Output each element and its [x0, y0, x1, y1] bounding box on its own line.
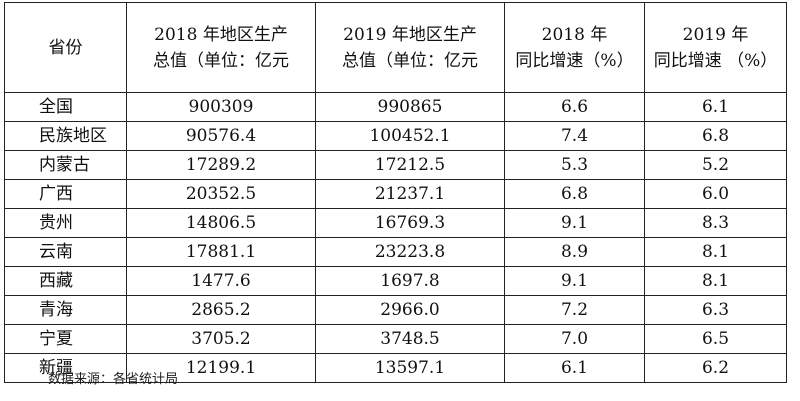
table-body: 全国 900309 990865 6.6 6.1 民族地区 90576.4 10…	[4, 92, 787, 383]
header-gdp-2018-line1: 2018 年地区生产	[154, 24, 288, 45]
cell-growth-2018: 9.1	[504, 266, 645, 296]
table-row: 广西 20352.5 21237.1 6.8 6.0	[4, 179, 787, 209]
cell-gdp-2018: 900309	[126, 92, 316, 122]
cell-growth-2019: 8.3	[644, 208, 787, 238]
cell-growth-2018: 8.9	[504, 237, 645, 267]
cell-growth-2018: 6.1	[504, 353, 645, 383]
cell-growth-2018: 5.3	[504, 150, 645, 180]
cell-province: 民族地区	[4, 121, 127, 151]
table-row: 宁夏 3705.2 3748.5 7.0 6.5	[4, 324, 787, 354]
header-gdp-2018: 2018 年地区生产 总值（单位：亿元	[126, 2, 316, 93]
cell-province: 西藏	[4, 266, 127, 296]
table-row: 新疆 12199.1 13597.1 6.1 6.2	[4, 353, 787, 383]
table-row: 贵州 14806.5 16769.3 9.1 8.3	[4, 208, 787, 238]
cell-growth-2019: 6.0	[644, 179, 787, 209]
cell-gdp-2019: 2966.0	[315, 295, 505, 325]
table-row: 云南 17881.1 23223.8 8.9 8.1	[4, 237, 787, 267]
cell-gdp-2019: 13597.1	[315, 353, 505, 383]
cell-growth-2019: 6.1	[644, 92, 787, 122]
header-gdp-2019-line1: 2019 年地区生产	[343, 24, 477, 45]
cell-gdp-2018: 3705.2	[126, 324, 316, 354]
gdp-table: 省份 2018 年地区生产 总值（单位：亿元 2019 年地区生产 总值（单位：…	[4, 2, 787, 383]
cell-gdp-2019: 21237.1	[315, 179, 505, 209]
cell-growth-2019: 6.2	[644, 353, 787, 383]
source-note: 数据来源：各省统计局	[48, 372, 179, 387]
header-gdp-2019-line2: 总值（单位：亿元	[342, 50, 478, 71]
cell-growth-2018: 7.2	[504, 295, 645, 325]
header-growth-2019: 2019 年 同比增速 （%）	[644, 2, 787, 93]
cell-province: 广西	[4, 179, 127, 209]
table-row: 青海 2865.2 2966.0 7.2 6.3	[4, 295, 787, 325]
cell-gdp-2018: 17289.2	[126, 150, 316, 180]
cell-growth-2018: 6.8	[504, 179, 645, 209]
header-province-label: 省份	[48, 37, 83, 58]
cell-gdp-2018: 2865.2	[126, 295, 316, 325]
cell-growth-2018: 6.6	[504, 92, 645, 122]
cell-gdp-2019: 3748.5	[315, 324, 505, 354]
table-row: 全国 900309 990865 6.6 6.1	[4, 92, 787, 122]
table-row: 内蒙古 17289.2 17212.5 5.3 5.2	[4, 150, 787, 180]
header-row: 省份 2018 年地区生产 总值（单位：亿元 2019 年地区生产 总值（单位：…	[4, 2, 787, 93]
header-growth-2019-line2: 同比增速 （%）	[653, 50, 778, 71]
cell-gdp-2018: 12199.1	[126, 353, 316, 383]
cell-gdp-2018: 14806.5	[126, 208, 316, 238]
cell-province: 青海	[4, 295, 127, 325]
cell-growth-2019: 6.3	[644, 295, 787, 325]
header-growth-2019-line1: 2019 年	[682, 24, 749, 45]
cell-growth-2019: 8.1	[644, 237, 787, 267]
cell-growth-2018: 9.1	[504, 208, 645, 238]
cell-gdp-2019: 17212.5	[315, 150, 505, 180]
cell-gdp-2019: 16769.3	[315, 208, 505, 238]
cell-gdp-2018: 17881.1	[126, 237, 316, 267]
cell-province: 贵州	[4, 208, 127, 238]
cell-gdp-2019: 990865	[315, 92, 505, 122]
header-growth-2018-line1: 2018 年	[541, 24, 608, 45]
header-gdp-2018-line2: 总值（单位：亿元	[153, 50, 289, 71]
table-header: 省份 2018 年地区生产 总值（单位：亿元 2019 年地区生产 总值（单位：…	[4, 2, 787, 93]
cell-growth-2018: 7.0	[504, 324, 645, 354]
cell-gdp-2019: 23223.8	[315, 237, 505, 267]
cell-gdp-2019: 100452.1	[315, 121, 505, 151]
header-province: 省份	[4, 2, 127, 93]
cell-growth-2018: 7.4	[504, 121, 645, 151]
cell-gdp-2018: 90576.4	[126, 121, 316, 151]
cell-gdp-2018: 20352.5	[126, 179, 316, 209]
cell-gdp-2019: 1697.8	[315, 266, 505, 296]
header-growth-2018: 2018 年 同比增速（%）	[504, 2, 645, 93]
cell-growth-2019: 6.8	[644, 121, 787, 151]
cell-growth-2019: 8.1	[644, 266, 787, 296]
cell-province: 新疆	[4, 353, 127, 383]
header-gdp-2019: 2019 年地区生产 总值（单位：亿元	[315, 2, 505, 93]
cell-province: 全国	[4, 92, 127, 122]
cell-growth-2019: 6.5	[644, 324, 787, 354]
header-growth-2018-line2: 同比增速（%）	[515, 50, 634, 71]
cell-province: 宁夏	[4, 324, 127, 354]
cell-gdp-2018: 1477.6	[126, 266, 316, 296]
table-row: 西藏 1477.6 1697.8 9.1 8.1	[4, 266, 787, 296]
cell-growth-2019: 5.2	[644, 150, 787, 180]
table-row: 民族地区 90576.4 100452.1 7.4 6.8	[4, 121, 787, 151]
cell-province: 云南	[4, 237, 127, 267]
cell-province: 内蒙古	[4, 150, 127, 180]
